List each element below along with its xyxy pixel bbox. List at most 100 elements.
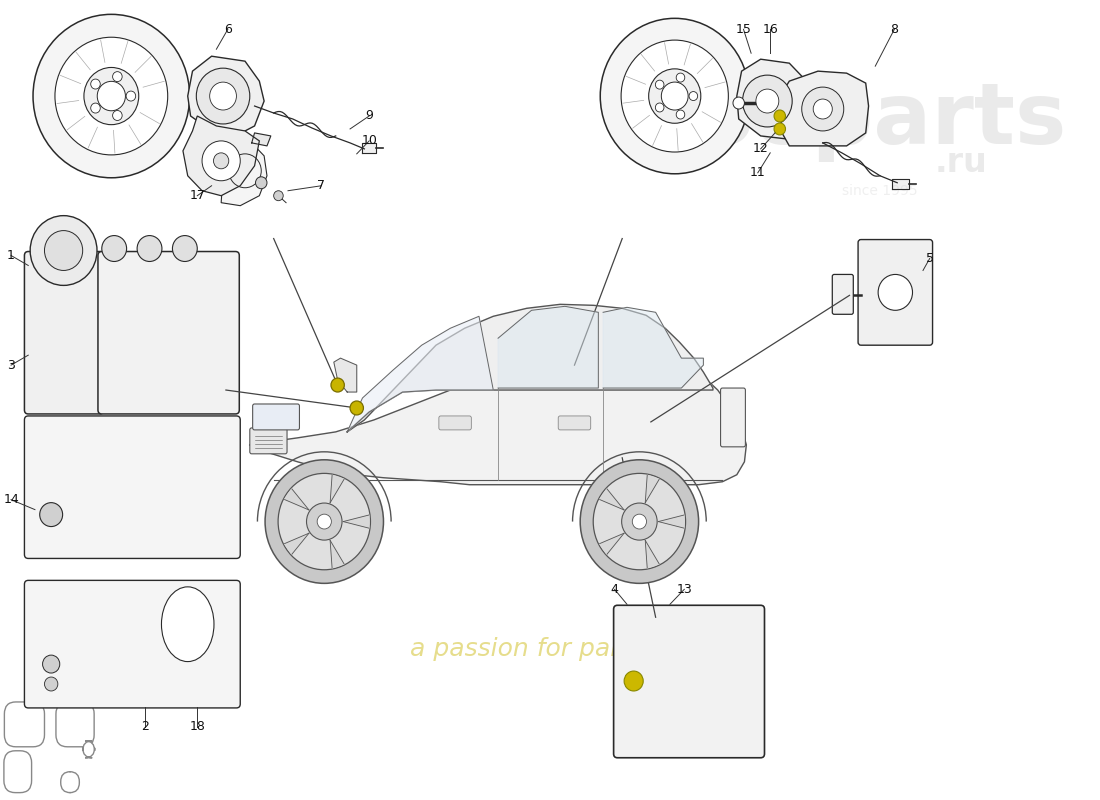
Text: .ru: .ru	[935, 146, 988, 179]
Circle shape	[274, 190, 283, 201]
Polygon shape	[285, 489, 309, 510]
Circle shape	[278, 474, 371, 570]
Circle shape	[331, 378, 344, 392]
Circle shape	[774, 123, 785, 135]
Circle shape	[774, 110, 785, 122]
Circle shape	[580, 460, 698, 583]
FancyBboxPatch shape	[614, 606, 764, 758]
Text: 17: 17	[189, 190, 206, 202]
Text: 5: 5	[926, 252, 934, 265]
Circle shape	[317, 514, 331, 529]
Text: a passion for parts: a passion for parts	[410, 637, 644, 661]
Polygon shape	[348, 304, 713, 432]
Circle shape	[689, 91, 697, 101]
Circle shape	[55, 38, 167, 155]
FancyBboxPatch shape	[60, 772, 79, 793]
Polygon shape	[603, 307, 703, 388]
Circle shape	[43, 655, 59, 673]
Circle shape	[112, 72, 122, 82]
Text: 1: 1	[7, 249, 15, 262]
Polygon shape	[892, 178, 909, 189]
Polygon shape	[646, 540, 659, 568]
Polygon shape	[250, 356, 746, 485]
Text: 15: 15	[736, 22, 751, 36]
Circle shape	[307, 503, 342, 540]
Polygon shape	[737, 59, 813, 139]
Circle shape	[656, 80, 664, 89]
Circle shape	[255, 177, 267, 189]
Text: 18: 18	[189, 720, 206, 734]
FancyBboxPatch shape	[720, 388, 746, 447]
Polygon shape	[221, 136, 267, 206]
Circle shape	[40, 502, 63, 526]
Circle shape	[350, 401, 363, 415]
Polygon shape	[600, 489, 624, 510]
Circle shape	[632, 514, 647, 529]
Circle shape	[756, 89, 779, 113]
Circle shape	[44, 230, 82, 270]
Text: 3: 3	[7, 358, 15, 372]
Polygon shape	[363, 143, 376, 153]
Circle shape	[213, 153, 229, 169]
Polygon shape	[646, 475, 659, 502]
Polygon shape	[183, 116, 260, 196]
Circle shape	[676, 110, 685, 119]
Text: 9: 9	[365, 110, 373, 122]
Circle shape	[621, 503, 657, 540]
Circle shape	[138, 235, 162, 262]
Text: 6: 6	[224, 22, 232, 36]
Circle shape	[112, 110, 122, 121]
Polygon shape	[498, 306, 598, 388]
Polygon shape	[777, 71, 869, 146]
Text: oeparts: oeparts	[694, 79, 1066, 162]
Text: 14: 14	[3, 493, 19, 506]
FancyBboxPatch shape	[4, 702, 44, 746]
Text: since 1995: since 1995	[843, 184, 917, 198]
Ellipse shape	[162, 587, 214, 662]
Circle shape	[656, 103, 664, 112]
Text: 4: 4	[610, 583, 618, 596]
Circle shape	[802, 87, 844, 131]
Circle shape	[84, 67, 139, 125]
Text: 16: 16	[762, 22, 778, 36]
Circle shape	[90, 103, 100, 113]
Circle shape	[44, 677, 58, 691]
Text: 12: 12	[752, 142, 769, 155]
FancyBboxPatch shape	[24, 251, 103, 414]
FancyBboxPatch shape	[56, 702, 95, 746]
Circle shape	[878, 274, 913, 310]
FancyBboxPatch shape	[833, 274, 854, 314]
Circle shape	[624, 671, 644, 691]
Circle shape	[102, 235, 126, 262]
Circle shape	[661, 82, 689, 110]
Polygon shape	[188, 56, 264, 136]
Circle shape	[649, 69, 701, 123]
FancyBboxPatch shape	[439, 416, 471, 430]
Circle shape	[126, 91, 135, 101]
Text: 2: 2	[141, 720, 149, 734]
Circle shape	[621, 40, 728, 152]
FancyBboxPatch shape	[24, 416, 240, 558]
FancyBboxPatch shape	[250, 428, 287, 454]
Circle shape	[813, 99, 833, 119]
Polygon shape	[330, 475, 344, 502]
Polygon shape	[348, 316, 493, 432]
FancyBboxPatch shape	[24, 580, 240, 708]
Circle shape	[265, 460, 384, 583]
Circle shape	[33, 14, 189, 178]
Circle shape	[742, 75, 792, 127]
Text: 7: 7	[318, 179, 326, 192]
FancyBboxPatch shape	[253, 404, 299, 430]
Polygon shape	[343, 515, 368, 528]
Polygon shape	[252, 133, 271, 146]
Polygon shape	[333, 358, 356, 392]
Circle shape	[97, 82, 125, 110]
Circle shape	[210, 82, 236, 110]
Text: 10: 10	[361, 134, 377, 147]
Circle shape	[196, 68, 250, 124]
FancyBboxPatch shape	[82, 741, 95, 758]
FancyBboxPatch shape	[4, 750, 32, 793]
Text: 8: 8	[890, 22, 899, 36]
Polygon shape	[600, 533, 624, 554]
Circle shape	[593, 474, 685, 570]
